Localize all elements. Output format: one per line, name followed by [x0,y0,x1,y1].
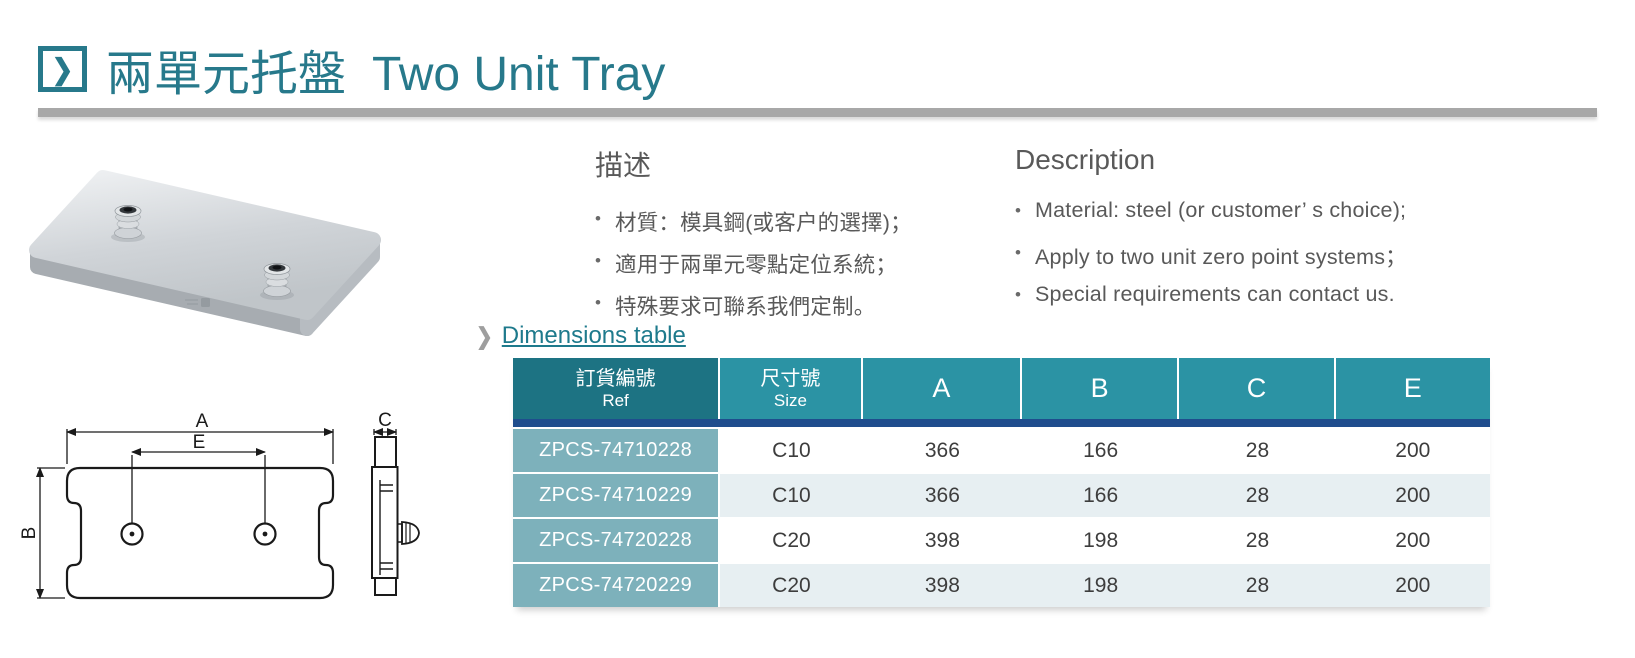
value-cell: 200 [1335,474,1490,517]
value-cell: 198 [1022,519,1180,562]
page-title: 兩單元托盤 Two Unit Tray [106,34,665,104]
value-cell: 398 [862,519,1022,562]
dimensions-table-link[interactable]: Dimensions table [501,322,686,349]
list-item: • 材質：模具鋼(或客户的選擇)； [595,206,995,248]
value-cell: 166 [1022,474,1180,517]
ref-cell: ZPCS-74720228 [513,519,721,562]
value-cell: 200 [1335,429,1490,472]
page-title-zh: 兩單元托盤 [106,48,347,101]
value-cell: 28 [1179,519,1336,562]
value-cell: 366 [862,429,1022,472]
table-row: ZPCS-74720229 C20 398 198 28 200 [513,564,1490,607]
technical-drawing: A E B C [15,385,445,653]
description-zh-list: • 材質：模具鋼(或客户的選擇)； • 適用于兩單元零點定位系統； • 特殊要求可聯系… [595,206,995,332]
dimensions-table: 訂貨編號 Ref 尺寸號 Size A B C E ZPCS-74710228 … [513,358,1490,607]
column-header-b: B [1022,358,1180,419]
bullet-icon: • [1015,285,1021,304]
chevron-right-icon: ❯ [51,52,74,86]
size-cell: C20 [720,564,863,607]
list-item: • Apply to two unit zero point systems； [1015,240,1455,282]
dim-label-b: B [19,527,40,540]
bullet-icon: • [1015,201,1021,220]
value-cell: 366 [862,474,1022,517]
dim-label-c: C [378,410,392,431]
arrow-right-icon: ❯ [476,323,493,350]
product-photo [25,148,445,353]
chevron-box-icon: ❯ [38,46,87,92]
size-cell: C10 [720,429,863,472]
value-cell: 398 [862,564,1022,607]
ref-cell: ZPCS-74720229 [513,564,721,607]
value-cell: 200 [1335,564,1490,607]
list-item: • Material: steel (or customer’ s choice)… [1015,198,1407,222]
column-header-ref: 訂貨編號 Ref [513,358,721,419]
value-cell: 200 [1335,519,1490,562]
value-cell: 28 [1179,564,1336,607]
value-cell: 198 [1022,564,1180,607]
pull-stud [111,205,145,242]
column-header-c: C [1179,358,1336,419]
table-row: ZPCS-74710228 C10 366 166 28 200 [513,429,1490,472]
description-en: Description • Material: steel (or custome… [1015,144,1455,324]
list-item: • 特殊要求可聯系我們定制。 [595,290,995,332]
value-cell: 166 [1022,429,1180,472]
bullet-icon: • [595,209,601,228]
value-cell: 28 [1179,429,1336,472]
title-divider [38,108,1597,117]
description-zh-heading: 描述 [595,150,652,181]
description-en-heading: Description [1015,144,1156,175]
column-header-e: E [1335,358,1490,419]
page-title-en: Two Unit Tray [372,48,666,101]
table-row: ZPCS-74720228 C20 398 198 28 200 [513,519,1490,562]
bullet-icon: • [595,251,601,270]
ref-cell: ZPCS-74710228 [513,429,721,472]
brand-mark [185,298,210,307]
header-accent-band [513,419,1490,427]
dimensions-heading: ❯ Dimensions table [476,322,686,350]
table-row: ZPCS-74710229 C10 366 166 28 200 [513,474,1490,517]
table-header-row: 訂貨編號 Ref 尺寸號 Size A B C E [513,358,1490,419]
ref-cell: ZPCS-74710229 [513,474,721,517]
list-item: • Special requirements can contact us. [1015,282,1395,306]
description-en-list: • Material: steel (or customer’ s choice)… [1015,198,1455,324]
dim-label-e: E [193,432,206,453]
description-zh: 描述 • 材質：模具鋼(或客户的選擇)； • 適用于兩單元零點定位系統； • 特殊要求… [595,144,995,332]
size-cell: C10 [720,474,863,517]
value-cell: 28 [1179,474,1336,517]
column-header-a: A [862,358,1022,419]
size-cell: C20 [720,519,863,562]
pull-stud [260,263,294,300]
bullet-icon: • [595,293,601,312]
bullet-icon: • [1015,243,1021,262]
list-item: • 適用于兩單元零點定位系統； [595,248,995,290]
dim-label-a: A [196,411,209,432]
column-header-size: 尺寸號 Size [720,358,863,419]
